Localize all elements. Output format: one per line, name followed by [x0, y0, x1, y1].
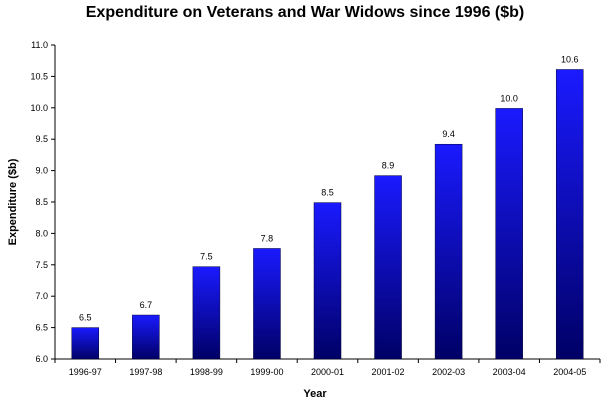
- x-tick-label-1997-98: 1997-98: [129, 367, 162, 377]
- y-tick-label: 9.0: [35, 166, 48, 176]
- x-tick-label-1999-00: 1999-00: [250, 367, 283, 377]
- bar-2000-01: [313, 202, 342, 360]
- x-axis-label: Year: [303, 388, 327, 400]
- y-tick-label: 7.5: [35, 260, 48, 270]
- y-tick-label: 10.5: [30, 71, 48, 81]
- chart-title: Expenditure on Veterans and War Widows s…: [86, 4, 525, 21]
- data-label-2003-04: 10.0: [500, 93, 518, 103]
- y-tick-label: 11.0: [31, 40, 48, 50]
- x-tick-label-2003-04: 2003-04: [493, 367, 526, 377]
- y-tick-label: 7.0: [35, 291, 48, 301]
- bar-2002-03: [434, 143, 463, 360]
- x-tick-label-2000-01: 2000-01: [311, 367, 344, 377]
- bar-1997-98: [132, 314, 160, 360]
- data-label-1996-97: 6.5: [79, 313, 92, 323]
- bar-1999-00: [253, 248, 281, 360]
- data-label-1998-99: 7.5: [200, 252, 213, 262]
- y-tick-label: 10.0: [30, 103, 48, 113]
- plot-area: 6.0 6.5 7.0 7.5 8.0 8.5 9.0 9.5 10.0 10.5 11.0 6.5 1…: [30, 40, 601, 377]
- x-tick-label-2001-02: 2001-02: [372, 367, 405, 377]
- y-tick-label: 6.5: [35, 323, 48, 333]
- y-tick-label: 8.0: [35, 228, 48, 238]
- x-tick-label-2002-03: 2002-03: [432, 367, 465, 377]
- y-tick-label: 6.0: [35, 354, 48, 364]
- bar-2001-02: [374, 175, 402, 360]
- bar-1996-97: [71, 327, 100, 360]
- data-label-2004-05: 10.6: [561, 54, 579, 64]
- data-label-1997-98: 6.7: [140, 300, 153, 310]
- bar-2004-05: [555, 69, 584, 360]
- x-tick-label-1998-99: 1998-99: [190, 367, 223, 377]
- bar-2003-04: [495, 108, 523, 360]
- data-label-2000-01: 8.5: [321, 188, 334, 198]
- x-tick-label-1996-97: 1996-97: [69, 367, 102, 377]
- x-tick-label-2004-05: 2004-05: [553, 367, 586, 377]
- data-label-2001-02: 8.9: [382, 161, 395, 171]
- data-label-1999-00: 7.8: [261, 233, 274, 243]
- y-tick-label: 9.5: [35, 134, 48, 144]
- bar-1998-99: [192, 266, 221, 360]
- y-axis-label: Expenditure ($b): [7, 158, 19, 245]
- data-label-2002-03: 9.4: [442, 129, 455, 139]
- y-tick-label: 8.5: [35, 197, 48, 207]
